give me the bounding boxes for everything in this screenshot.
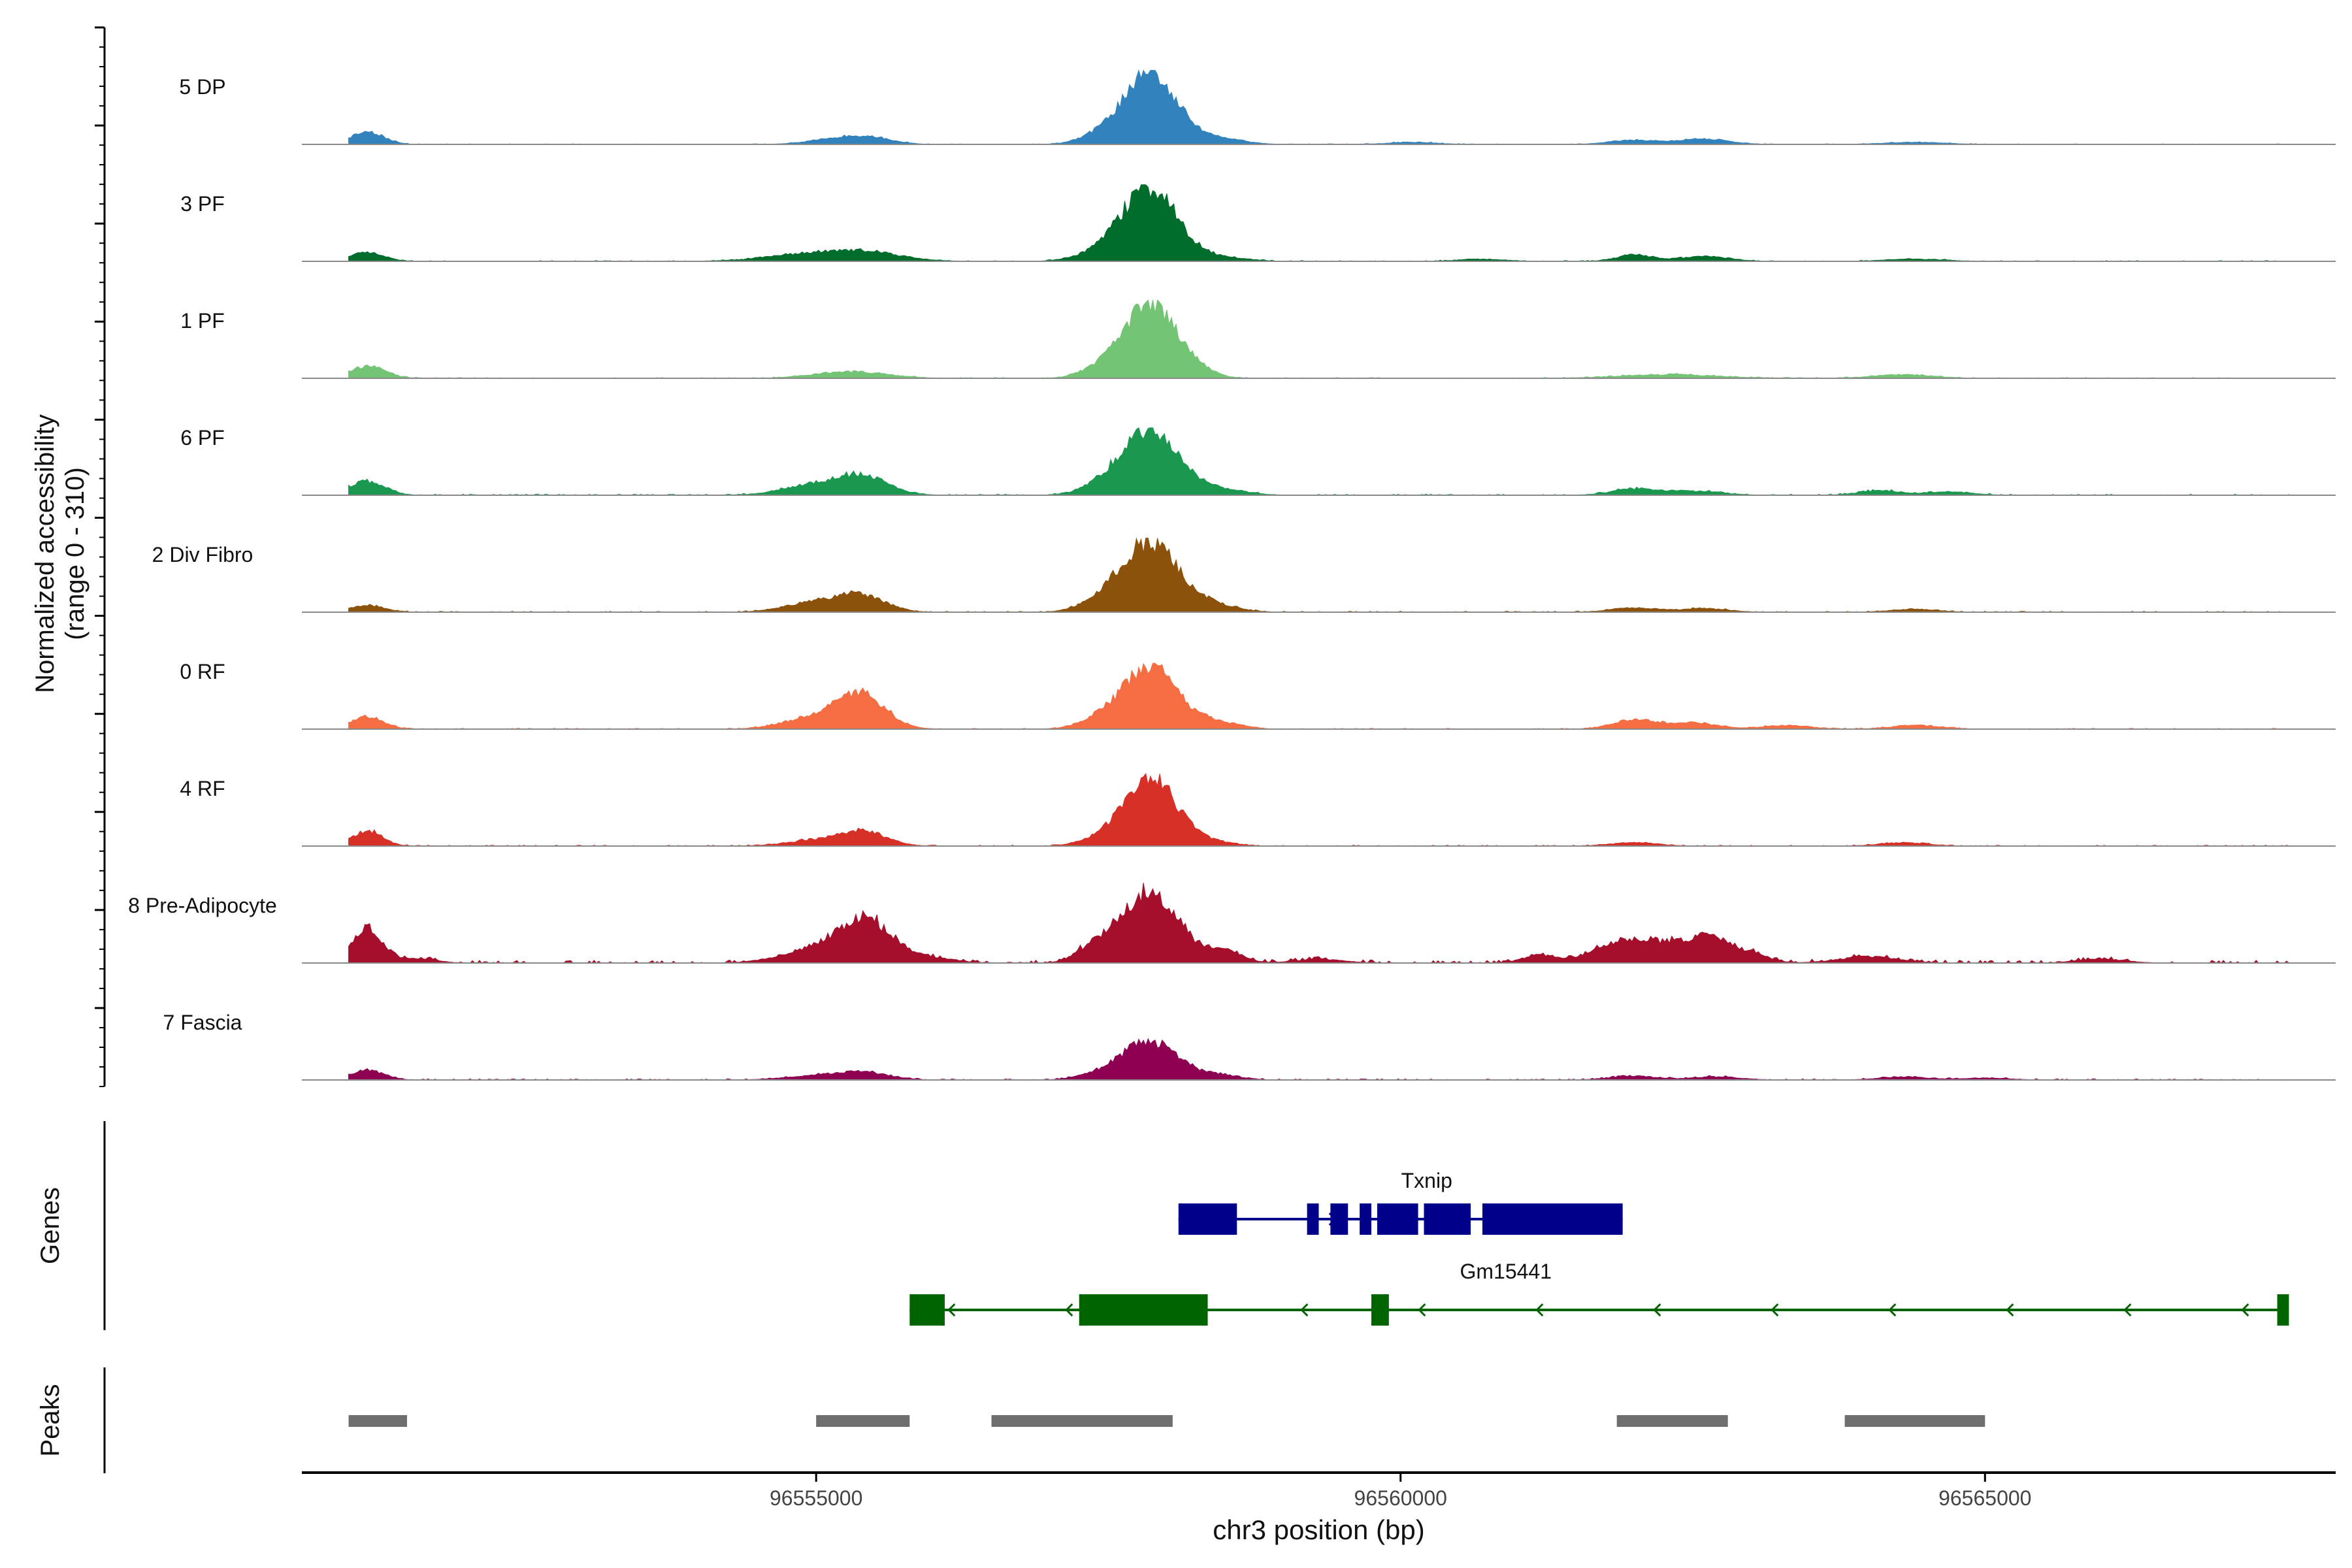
coverage-area <box>348 662 2289 730</box>
exon <box>1424 1203 1471 1235</box>
exon <box>909 1294 945 1326</box>
peak-region <box>816 1415 910 1427</box>
peak-region <box>991 1415 1173 1427</box>
peak-region <box>348 1415 408 1427</box>
track-label: 3 PF <box>180 192 225 216</box>
x-axis-ticks: 96555000 96560000 96565000 <box>770 1473 2031 1510</box>
gene-annotations: Txnip Gm15441 <box>909 1169 2289 1326</box>
strand-arrow <box>1771 1303 1779 1317</box>
strand-arrow <box>1300 1303 1309 1317</box>
track-3-pf: 3 PF <box>180 184 2336 262</box>
coverage-area <box>348 537 2289 613</box>
strand-arrow <box>2123 1303 2132 1317</box>
gene-label: Gm15441 <box>1460 1260 1552 1283</box>
gene-label: Txnip <box>1401 1169 1452 1192</box>
track-label: 5 DP <box>179 75 225 99</box>
x-tick-label: 96560000 <box>1354 1486 1447 1510</box>
track-label: 8 Pre-Adipocyte <box>128 894 277 917</box>
strand-arrow <box>947 1303 956 1317</box>
track-label: 0 RF <box>180 660 225 683</box>
peak-region <box>1616 1415 1728 1427</box>
strand-arrow <box>2006 1303 2014 1317</box>
track-4-rf: 4 RF <box>180 772 2336 847</box>
exon <box>2277 1294 2289 1326</box>
strand-arrow <box>1653 1303 1661 1317</box>
coverage-area <box>348 69 2289 145</box>
y-axis-label: Normalized accessibility <box>31 414 59 693</box>
track-label: 7 Fascia <box>163 1011 242 1034</box>
peak-region <box>1844 1415 1985 1427</box>
peak-regions <box>348 1415 1985 1427</box>
track-label: 1 PF <box>180 309 225 333</box>
x-axis-label: chr3 position (bp) <box>1213 1514 1425 1545</box>
track-label: 4 RF <box>180 777 225 800</box>
exon <box>1079 1294 1208 1326</box>
track-5-dp: 5 DP <box>179 69 2336 145</box>
coverage-y-axis-ticks <box>95 26 105 1087</box>
track-label: 2 Div Fibro <box>152 543 253 566</box>
strand-arrow <box>1888 1303 1897 1317</box>
exon <box>1307 1203 1319 1235</box>
track-6-pf: 6 PF <box>180 426 2336 496</box>
gene-txnip: Txnip <box>1178 1169 1623 1235</box>
y-axis-label-range: (range 0 - 310) <box>61 467 90 640</box>
x-tick-label: 96565000 <box>1938 1486 2031 1510</box>
x-tick-label: 96555000 <box>770 1486 862 1510</box>
strand-arrow <box>1535 1303 1544 1317</box>
exon <box>1377 1203 1418 1235</box>
track-label: 6 PF <box>180 426 225 449</box>
track-7-fascia: 7 Fascia <box>163 1011 2336 1081</box>
strand-arrow <box>1065 1303 1073 1317</box>
coverage-area <box>348 427 2289 496</box>
exon <box>1178 1203 1237 1235</box>
track-8-pre-adipocyte: 8 Pre-Adipocyte <box>128 883 2336 964</box>
strand-arrow <box>1418 1303 1426 1317</box>
exon <box>1360 1203 1372 1235</box>
genes-track-label: Genes <box>36 1187 65 1264</box>
strand-arrow <box>2241 1303 2249 1317</box>
coverage-area <box>348 299 2289 379</box>
track-0-rf: 0 RF <box>180 660 2336 730</box>
coverage-area <box>348 184 2289 262</box>
track-2-div-fibro: 2 Div Fibro <box>152 537 2336 613</box>
exon <box>1482 1203 1623 1235</box>
peaks-track-label: Peaks <box>36 1384 65 1456</box>
gene-gm15441: Gm15441 <box>909 1260 2289 1326</box>
coverage-area <box>348 1037 2289 1081</box>
exon <box>1371 1294 1389 1326</box>
exon <box>1330 1203 1348 1235</box>
coverage-area <box>348 883 2290 964</box>
coverage-tracks: 5 DP 3 PF 1 PF 6 PF 2 Div Fibro 0 RF 4 RF 8 Pre… <box>128 69 2336 1081</box>
track-1-pf: 1 PF <box>180 299 2336 379</box>
coverage-area <box>348 772 2289 847</box>
